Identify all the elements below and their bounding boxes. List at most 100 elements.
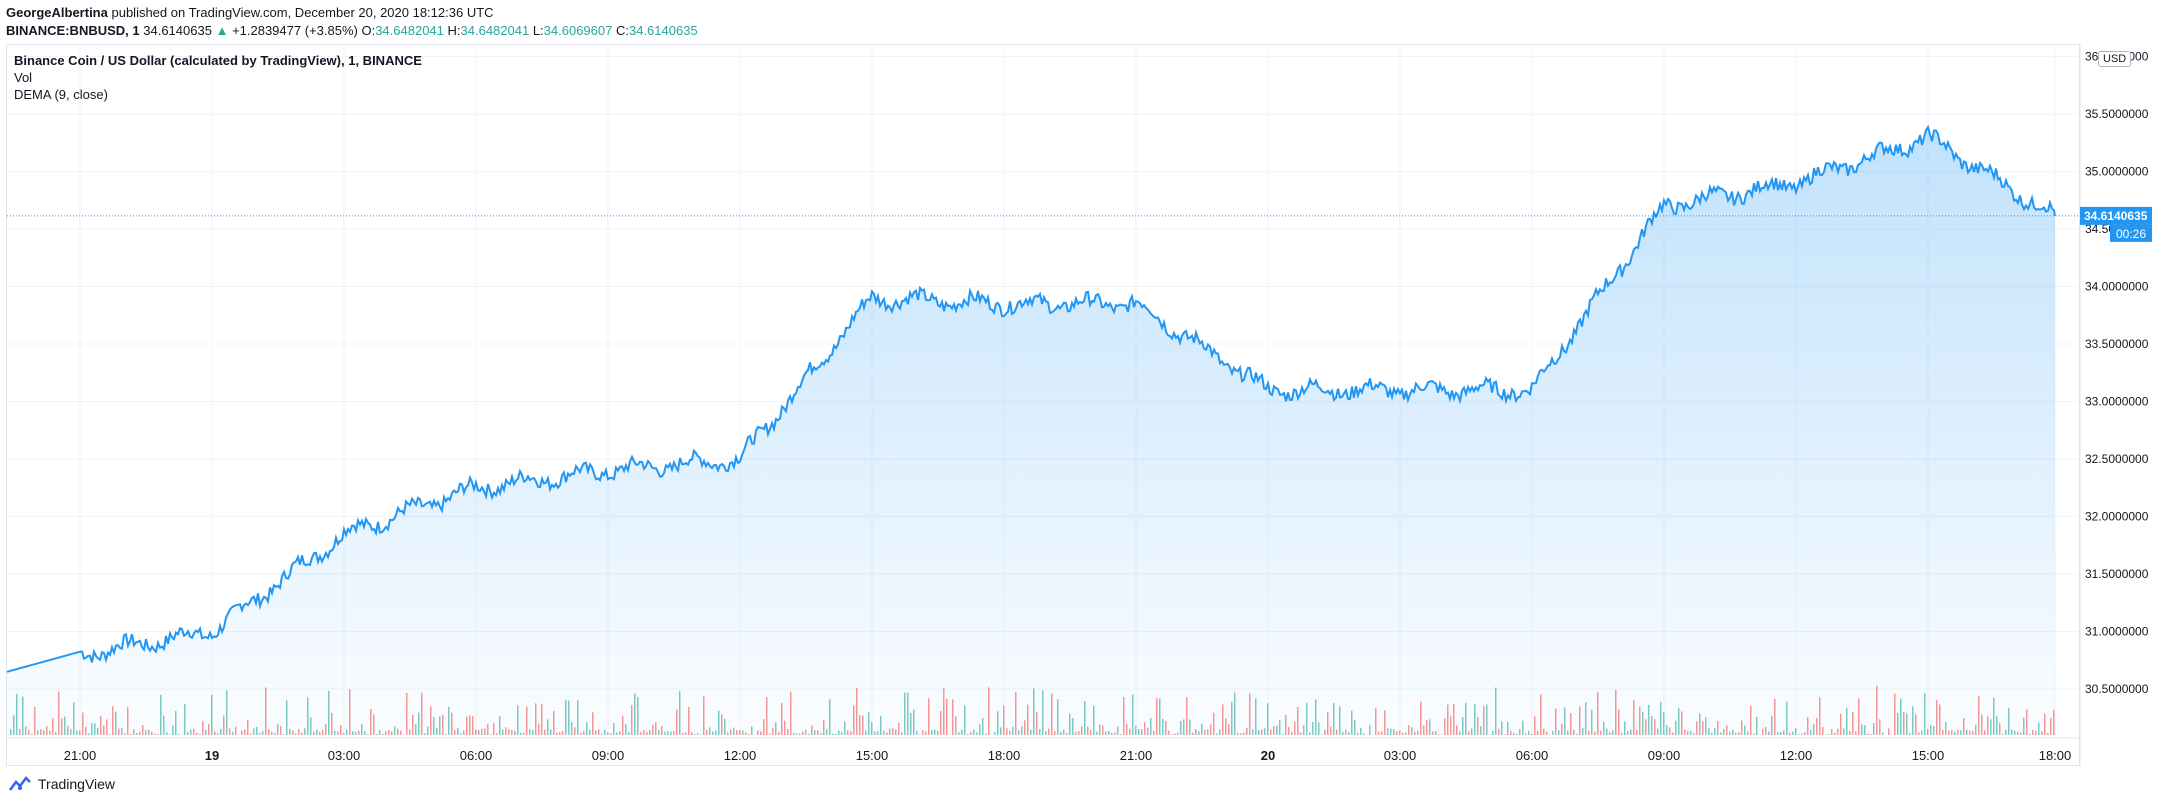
volume-bar: [574, 727, 576, 735]
volume-bar: [424, 733, 426, 735]
author-name[interactable]: GeorgeAlbertina: [6, 5, 108, 20]
volume-bar: [292, 730, 294, 735]
x-tick-label: 12:00: [724, 748, 757, 763]
chart-header: GeorgeAlbertina published on TradingView…: [6, 4, 698, 40]
volume-bar: [901, 732, 903, 735]
volume-bar: [517, 705, 519, 735]
volume-bar: [289, 729, 291, 735]
volume-bar: [1498, 728, 1500, 735]
volume-bar: [1423, 725, 1425, 735]
volume-bar: [862, 715, 864, 735]
volume-bar: [1984, 730, 1986, 735]
volume-bar: [1492, 730, 1494, 735]
volume-bar: [1312, 721, 1314, 735]
volume-bar: [1441, 734, 1443, 735]
symbol-label: BINANCE:BNBUSD, 1: [6, 23, 140, 38]
volume-bar: [1138, 729, 1140, 735]
volume-bar: [1012, 726, 1014, 735]
volume-bar: [832, 733, 834, 735]
volume-bar: [307, 697, 309, 735]
volume-bar: [532, 730, 534, 735]
volume-bar: [1711, 732, 1713, 735]
volume-bar: [814, 730, 816, 735]
y-tick-label: 32.5000000: [2085, 452, 2149, 466]
volume-bar: [883, 730, 885, 735]
volume-bar: [1348, 731, 1350, 735]
chart-legend: Binance Coin / US Dollar (calculated by …: [14, 52, 422, 103]
volume-bar: [91, 723, 93, 735]
legend-vol[interactable]: Vol: [14, 70, 33, 85]
volume-bar: [208, 723, 210, 735]
volume-bar: [1273, 726, 1275, 735]
volume-bar: [541, 704, 543, 735]
volume-bar: [1909, 733, 1911, 735]
volume-bar: [1174, 733, 1176, 735]
volume-bar: [1177, 732, 1179, 735]
volume-bar: [229, 728, 231, 735]
volume-bar: [1621, 732, 1623, 735]
volume-bar: [2050, 718, 2052, 735]
volume-bar: [2023, 717, 2025, 735]
volume-bar: [1966, 729, 1968, 735]
volume-bar: [1864, 725, 1866, 735]
volume-bar: [1405, 732, 1407, 735]
volume-bar: [1345, 729, 1347, 735]
currency-badge[interactable]: USD: [2098, 51, 2132, 67]
countdown-label: 00:26: [2116, 227, 2146, 241]
volume-bar: [1747, 731, 1749, 735]
volume-bar: [1804, 731, 1806, 735]
volume-bar: [1003, 705, 1005, 735]
volume-bar: [1639, 706, 1641, 735]
volume-bar: [1720, 732, 1722, 735]
volume-bar: [304, 728, 306, 735]
volume-bar: [1162, 718, 1164, 735]
volume-bar: [550, 729, 552, 735]
volume-bar: [1801, 733, 1803, 735]
footer-branding[interactable]: TradingView: [8, 776, 115, 792]
volume-bar: [472, 716, 474, 735]
volume-bar: [1117, 726, 1119, 735]
volume-bar: [1831, 729, 1833, 735]
volume-bar: [1717, 721, 1719, 735]
volume-bar: [1906, 713, 1908, 735]
volume-bar: [724, 718, 726, 735]
volume-bar: [1774, 698, 1776, 735]
volume-bar: [685, 732, 687, 735]
volume-bar: [1081, 726, 1083, 735]
volume-bar: [559, 732, 561, 735]
volume-bar: [235, 726, 237, 735]
volume-bar: [1453, 704, 1455, 735]
volume-bar: [589, 729, 591, 735]
volume-bar: [1030, 729, 1032, 735]
volume-bar: [1189, 719, 1191, 735]
volume-bar: [1912, 706, 1914, 735]
volume-bar: [253, 728, 255, 735]
volume-bar: [1219, 729, 1221, 735]
volume-bar: [826, 729, 828, 735]
volume-bar: [1078, 731, 1080, 735]
volume-bar: [1642, 711, 1644, 735]
volume-bar: [1093, 705, 1095, 735]
legend-dema[interactable]: DEMA (9, close): [14, 87, 108, 102]
volume-bar: [1375, 707, 1377, 735]
volume-bar: [895, 729, 897, 735]
x-tick-label: 06:00: [460, 748, 493, 763]
volume-bar: [154, 733, 156, 735]
volume-bar: [298, 729, 300, 735]
volume-bar: [631, 705, 633, 735]
legend-title[interactable]: Binance Coin / US Dollar (calculated by …: [14, 53, 422, 68]
volume-bar: [1813, 724, 1815, 735]
volume-bar: [1894, 693, 1896, 735]
last-price-tag: [2080, 206, 2152, 225]
volume-bar: [391, 731, 393, 735]
volume-bar: [466, 716, 468, 735]
volume-bar: [1882, 732, 1884, 735]
volume-bar: [127, 707, 129, 735]
volume-bar: [964, 705, 966, 735]
volume-bar: [1480, 726, 1482, 735]
volume-bar: [1294, 721, 1296, 735]
volume-bar: [1543, 728, 1545, 735]
volume-bar: [1969, 730, 1971, 735]
volume-bar: [871, 721, 873, 735]
